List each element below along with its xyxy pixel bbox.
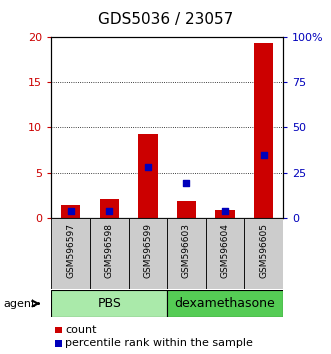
Text: GSM596605: GSM596605 <box>259 223 268 278</box>
Text: GSM596598: GSM596598 <box>105 223 114 278</box>
Text: GDS5036 / 23057: GDS5036 / 23057 <box>98 12 233 27</box>
Text: GSM596604: GSM596604 <box>220 223 230 278</box>
Bar <box>244 218 283 289</box>
Point <box>68 209 73 214</box>
Bar <box>128 218 167 289</box>
Bar <box>206 218 244 289</box>
Text: dexamethasone: dexamethasone <box>175 297 275 310</box>
Text: PBS: PBS <box>97 297 121 310</box>
Text: count: count <box>65 325 97 335</box>
Point <box>261 152 266 157</box>
Point <box>184 180 189 185</box>
Bar <box>167 290 283 317</box>
Text: GSM596599: GSM596599 <box>143 223 152 278</box>
Bar <box>167 218 206 289</box>
Text: percentile rank within the sample: percentile rank within the sample <box>65 338 253 348</box>
Bar <box>61 205 80 218</box>
Point <box>107 209 112 214</box>
Bar <box>51 218 90 289</box>
Bar <box>215 210 235 218</box>
Bar <box>55 340 62 347</box>
Bar <box>138 134 158 218</box>
Bar <box>254 44 273 218</box>
Bar <box>90 218 128 289</box>
Point <box>222 209 228 214</box>
Text: GSM596597: GSM596597 <box>66 223 75 278</box>
Bar <box>100 199 119 218</box>
Bar <box>177 201 196 218</box>
Bar <box>51 290 167 317</box>
Bar <box>55 327 62 333</box>
Point <box>145 164 151 170</box>
Text: agent: agent <box>3 298 36 309</box>
Text: GSM596603: GSM596603 <box>182 223 191 278</box>
